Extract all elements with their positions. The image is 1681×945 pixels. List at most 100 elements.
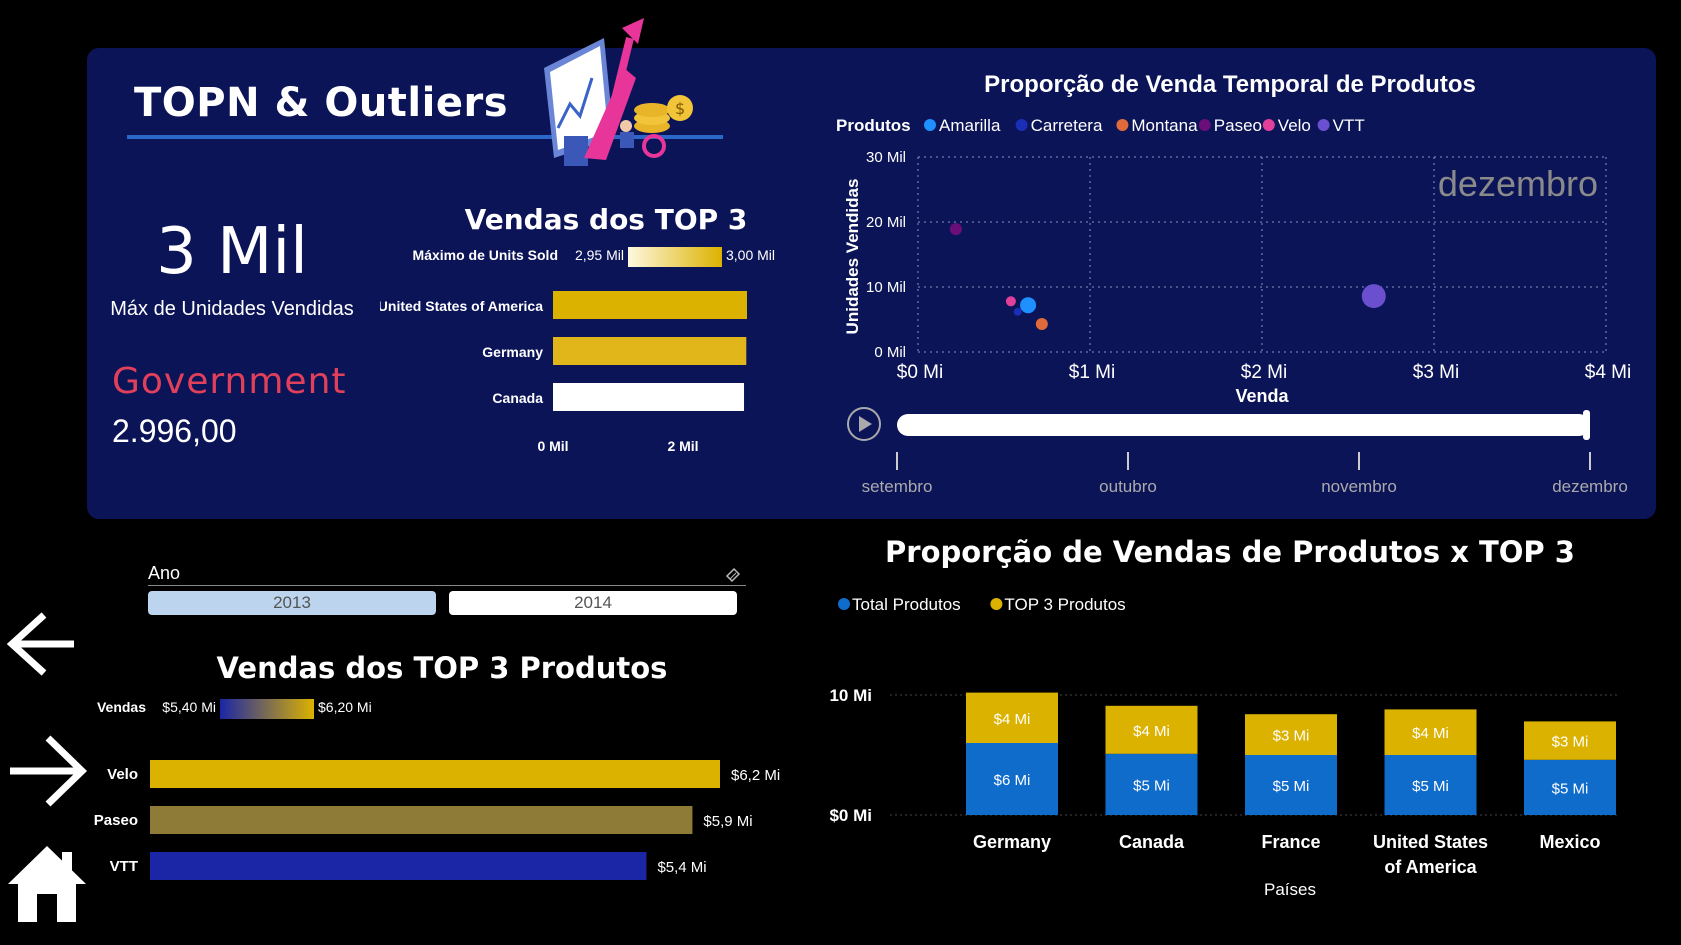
product-label: Paseo (94, 812, 138, 829)
segment-label: $5 Mi (1133, 777, 1170, 794)
kpi-value: 3 Mil (156, 215, 308, 289)
legend-marker (990, 598, 1003, 610)
x-tick-label: $3 Mi (1413, 362, 1459, 383)
segment-label: $4 Mi (994, 711, 1031, 728)
legend-label: TOP 3 Produtos (1004, 595, 1125, 614)
x-tick-label: 0 Mil (537, 438, 568, 454)
product-value-label: $6,2 Mi (731, 767, 780, 784)
play-axis-handle[interactable] (1583, 410, 1590, 440)
gradient-legend-bar (628, 247, 722, 267)
legend-label: VTT (1333, 116, 1365, 135)
x-tick-label: $2 Mi (1241, 362, 1287, 383)
eraser-icon[interactable] (724, 565, 742, 583)
stacked-segment (1384, 755, 1477, 815)
y-tick-label: 10 Mil (866, 279, 906, 296)
top-panel (87, 48, 1656, 519)
stacked-segment (966, 743, 1058, 815)
stacked-title: Proporção de Vendas de Produtos x TOP 3 (885, 535, 1575, 569)
legend-marker (1015, 119, 1028, 131)
scatter-point (949, 223, 962, 236)
stacked-segment (1105, 705, 1198, 754)
arrow-right-icon[interactable] (8, 732, 88, 810)
top3-countries-chart: Vendas dos TOP 3 Máximo de Units Sold 2,… (380, 203, 775, 454)
y-tick-label: 20 Mil (866, 214, 906, 231)
country-bar (553, 383, 745, 411)
year-slicer-label: Ano (148, 563, 181, 583)
legend-label: Total Produtos (852, 595, 961, 614)
country-label: Germany (482, 344, 543, 360)
kpi-label: Máx de Unidades Vendidas (110, 298, 354, 320)
category-label: of America (1384, 857, 1477, 877)
scatter-legend-label: Produtos (836, 116, 911, 135)
year-slicer-divider (148, 585, 746, 586)
category-label: France (1261, 832, 1320, 852)
year-option-2013[interactable]: 2013 (148, 591, 436, 615)
x-tick-label: $4 Mi (1585, 362, 1631, 383)
arrow-left-icon[interactable] (4, 607, 78, 681)
legend-marker (1198, 119, 1211, 131)
product-bar (150, 760, 720, 788)
product-value-label: $5,9 Mi (703, 813, 752, 830)
scatter-watermark: dezembro (1438, 163, 1598, 204)
legend-label: Velo (1278, 116, 1311, 135)
country-bar (553, 337, 747, 365)
products-gradient-bar (220, 699, 314, 719)
scatter-chart: Proporção de Venda Temporal de Produtos … (836, 71, 1631, 496)
product-bar (150, 852, 647, 880)
outlier-segment: Government (112, 361, 347, 402)
product-label: Velo (107, 766, 138, 783)
legend-label: Montana (1131, 116, 1198, 135)
outlier-value: 2.996,00 (112, 413, 237, 449)
category-label: Mexico (1539, 832, 1600, 852)
stacked-segment (1524, 721, 1616, 760)
home-icon[interactable] (4, 842, 90, 924)
country-label: Canada (492, 390, 543, 406)
stacked-segment (1245, 755, 1337, 815)
play-axis-label: outubro (1099, 477, 1157, 496)
page-title: TOPN & Outliers (134, 80, 509, 126)
segment-label: $3 Mi (1552, 734, 1589, 751)
stacked-segment (1105, 753, 1198, 815)
y-axis-title: Unidades Vendidas (843, 179, 862, 335)
stacked-segment (1245, 714, 1337, 755)
country-bar (553, 291, 747, 319)
play-axis-track[interactable] (897, 414, 1590, 436)
country-label: United States of America (380, 298, 543, 314)
y-tick-label: 0 Mil (874, 344, 906, 361)
finance-illustration-icon: $ (544, 18, 693, 166)
gradient-legend-label: Máximo de Units Sold (413, 247, 558, 263)
y-tick-label: $0 Mi (830, 806, 872, 825)
product-label: VTT (110, 858, 138, 875)
legend-label: Amarilla (939, 116, 1001, 135)
scatter-point (1020, 297, 1037, 314)
category-label: United States (1373, 832, 1488, 852)
gradient-legend-min: 2,95 Mil (575, 247, 624, 263)
legend-marker (1116, 119, 1129, 131)
y-tick-label: $10 Mi (830, 686, 872, 705)
segment-label: $3 Mi (1273, 728, 1310, 745)
y-tick-label: 30 Mil (866, 149, 906, 166)
scatter-point (1361, 284, 1386, 309)
play-axis-label: dezembro (1552, 477, 1628, 496)
legend-marker (1317, 119, 1330, 131)
legend-marker (838, 598, 850, 610)
scatter-title: Proporção de Venda Temporal de Produtos (984, 71, 1476, 98)
x-tick-label: 2 Mil (667, 438, 698, 454)
segment-label: $5 Mi (1552, 780, 1589, 797)
products-gradient-max: $6,20 Mi (318, 699, 372, 715)
products-gradient-min: $5,40 Mi (162, 699, 216, 715)
stacked-segment (1524, 759, 1616, 815)
segment-label: $5 Mi (1412, 778, 1449, 795)
segment-label: $4 Mi (1133, 723, 1170, 740)
gradient-legend-max: 3,00 Mil (726, 247, 775, 263)
play-axis-label: setembro (862, 477, 933, 496)
title-underline (127, 135, 723, 139)
segment-label: $6 Mi (994, 772, 1031, 789)
year-option-2014[interactable]: 2014 (449, 591, 737, 615)
top3-countries-title: Vendas dos TOP 3 (465, 203, 748, 236)
product-bar (150, 806, 693, 834)
play-button[interactable] (847, 407, 881, 441)
top3-products-chart: Vendas dos TOP 3 Produtos Vendas $5,40 M… (94, 651, 780, 880)
stacked-xlabel: Países (1264, 880, 1316, 899)
scatter-point (1013, 307, 1022, 316)
